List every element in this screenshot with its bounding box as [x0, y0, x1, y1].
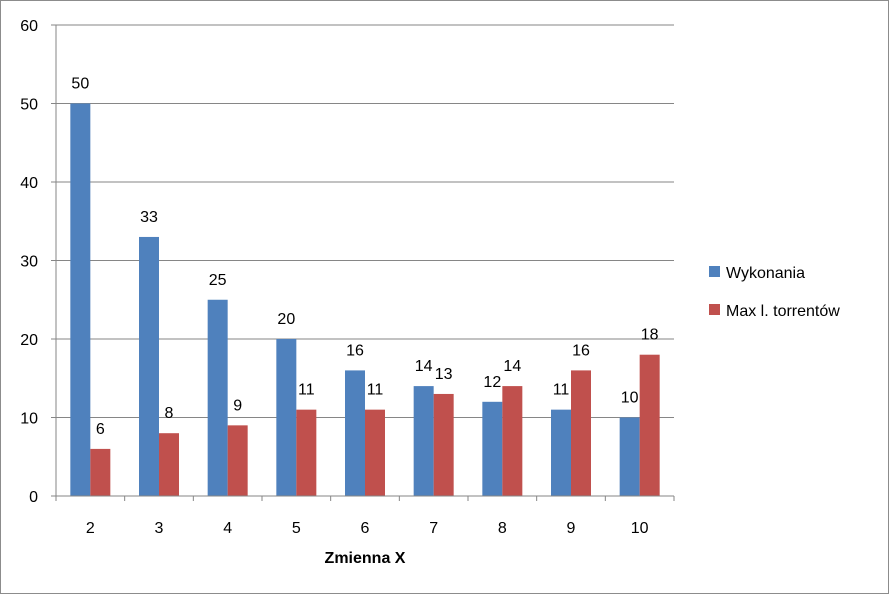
bar-max-torrentow — [296, 409, 317, 496]
bar-wykonania — [139, 236, 159, 496]
data-label: 18 — [641, 327, 659, 344]
bar-wykonania — [413, 386, 434, 496]
data-label: 16 — [346, 342, 364, 359]
data-label: 6 — [96, 421, 105, 438]
x-tick-label: 9 — [567, 520, 576, 537]
data-label: 9 — [233, 397, 242, 414]
data-label: 13 — [435, 366, 453, 383]
x-tick-label: 2 — [86, 520, 95, 537]
x-tick-label: 6 — [361, 520, 370, 537]
x-tick-label: 5 — [292, 520, 301, 537]
bar-max-torrentow — [502, 386, 523, 496]
y-tick-label: 20 — [20, 332, 38, 349]
y-tick-label: 60 — [20, 18, 38, 35]
bar-max-torrentow — [227, 425, 248, 496]
data-label: 50 — [71, 76, 89, 93]
data-label: 25 — [209, 272, 227, 289]
axes: 0 10 20 30 40 50 60 2 3 4 5 6 7 8 9 10 — [20, 18, 675, 537]
data-label: 33 — [140, 209, 158, 226]
bar-wykonania — [619, 417, 640, 496]
x-tick-label: 3 — [155, 520, 164, 537]
data-label: 11 — [367, 382, 384, 399]
bar-max-torrentow — [639, 354, 660, 496]
bars — [70, 103, 660, 496]
y-tick-label: 50 — [20, 97, 38, 114]
data-label: 16 — [572, 342, 590, 359]
legend-swatch — [709, 304, 720, 315]
data-label: 12 — [483, 374, 501, 391]
data-label: 20 — [277, 311, 295, 328]
x-tick-label: 8 — [498, 520, 507, 537]
x-axis-title: Zmienna X — [325, 550, 406, 567]
bar-wykonania — [551, 409, 571, 496]
y-tick-label: 40 — [20, 175, 38, 192]
bar-wykonania — [207, 299, 228, 496]
bar-wykonania — [482, 401, 503, 496]
x-tick-label: 4 — [223, 520, 232, 537]
data-label: 10 — [621, 390, 639, 407]
data-label: 14 — [503, 358, 521, 375]
data-label: 14 — [415, 358, 433, 375]
bar-max-torrentow — [571, 370, 591, 496]
bar-wykonania — [345, 370, 365, 496]
bar-wykonania — [70, 103, 91, 496]
bar-max-torrentow — [365, 409, 385, 496]
data-label: 8 — [165, 405, 174, 422]
legend: Wykonania Max l. torrentów — [709, 265, 840, 320]
data-label: 11 — [298, 382, 315, 399]
legend-swatch — [709, 266, 720, 277]
bar-max-torrentow — [433, 393, 454, 496]
y-tick-label: 30 — [20, 254, 38, 271]
bar-wykonania — [276, 339, 297, 496]
x-tick-label: 10 — [631, 520, 649, 537]
y-tick-label: 0 — [29, 489, 38, 506]
x-tick-label: 7 — [429, 520, 438, 537]
legend-label: Wykonania — [726, 265, 805, 282]
bar-max-torrentow — [90, 448, 111, 496]
legend-label: Max l. torrentów — [726, 303, 840, 320]
bar-max-torrentow — [159, 433, 179, 496]
y-tick-label: 10 — [20, 411, 38, 428]
data-label: 11 — [553, 382, 570, 399]
